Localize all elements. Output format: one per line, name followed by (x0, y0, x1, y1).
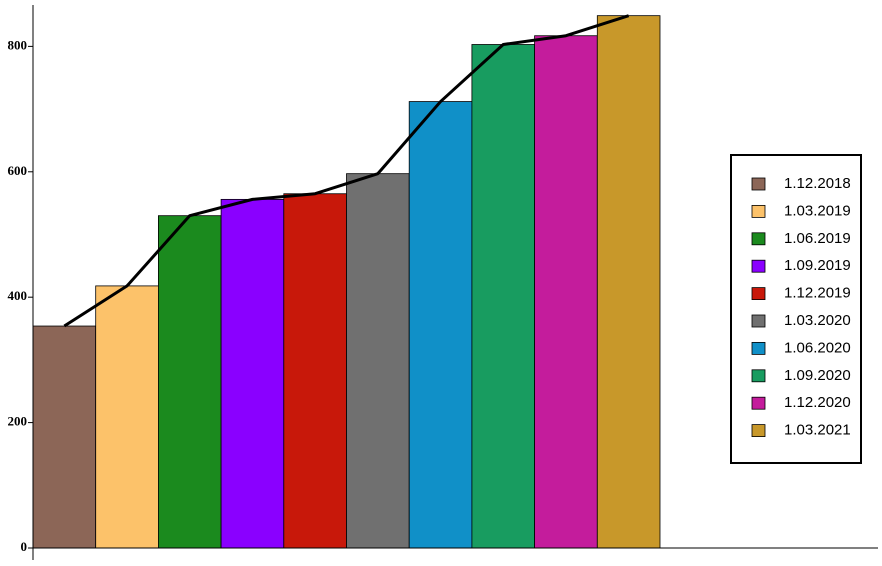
legend-swatch (751, 177, 766, 191)
legend-label: 1.03.2019 (784, 202, 851, 219)
bar (283, 193, 347, 549)
legend-swatch (751, 369, 766, 383)
bar (32, 325, 97, 549)
legend-swatch (751, 259, 766, 273)
legend-swatch (751, 396, 766, 410)
y-tick-label: 400 (8, 288, 28, 303)
legend-swatch (751, 204, 766, 218)
legend-swatch (751, 424, 766, 438)
y-tick-label: 800 (8, 37, 28, 52)
legend-label: 1.03.2020 (784, 312, 851, 329)
legend-label: 1.12.2020 (784, 394, 851, 411)
legend-swatch (751, 287, 766, 301)
legend-label: 1.06.2019 (784, 230, 851, 247)
bar (471, 44, 535, 549)
trend-line (63, 14, 630, 328)
legend-label: 1.12.2018 (784, 175, 851, 192)
legend-label: 1.09.2020 (784, 367, 851, 384)
legend-label: 1.09.2019 (784, 257, 851, 274)
legend-swatch (751, 314, 766, 328)
bar (95, 285, 159, 549)
legend-label: 1.12.2019 (784, 285, 851, 302)
bar (220, 198, 285, 549)
bar (596, 15, 661, 549)
legend-swatch (751, 232, 766, 246)
legend-label: 1.06.2020 (784, 339, 851, 356)
legend-box (730, 154, 862, 464)
legend-label: 1.03.2021 (784, 422, 851, 439)
bar (346, 173, 410, 549)
y-tick-label: 0 (21, 539, 28, 554)
bar (534, 35, 598, 549)
y-tick-label: 200 (8, 414, 28, 429)
legend-swatch (751, 341, 766, 355)
bar (157, 215, 222, 549)
bar (408, 101, 473, 549)
y-tick-label: 600 (8, 163, 28, 178)
